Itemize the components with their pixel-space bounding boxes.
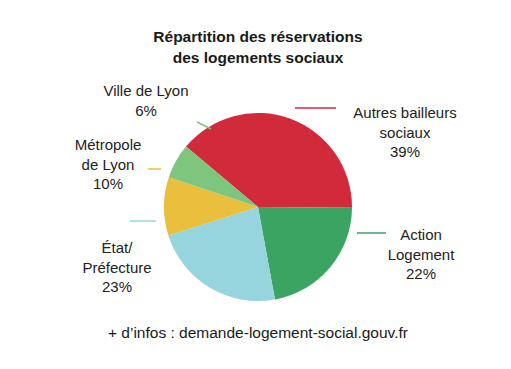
category-label: État/Préfecture — [82, 239, 151, 276]
category-label: ActionLogement — [388, 226, 456, 263]
pie — [164, 113, 352, 301]
title: des logements sociaux — [173, 49, 344, 66]
labels: Autres bailleurssociaux 39% ActionLogement… — [75, 82, 457, 295]
data-label: 39% — [390, 143, 420, 160]
note: + d’infos : demande-logement-social.gouv… — [108, 324, 408, 341]
data-label: 10% — [93, 175, 123, 192]
data-label: 6% — [135, 102, 157, 119]
category-label: Autres bailleurssociaux — [353, 104, 456, 141]
leader-line — [130, 220, 156, 222]
leader-line — [148, 168, 161, 170]
leader-line — [295, 107, 336, 109]
title: Répartition des réservations — [153, 28, 362, 45]
data-label: 23% — [102, 278, 132, 295]
slice — [169, 147, 258, 207]
chart: Répartition des réservations des logement… — [0, 0, 511, 369]
leader-line — [357, 232, 386, 234]
data-label: 22% — [406, 265, 436, 282]
category-label: Ville de Lyon — [103, 82, 188, 99]
leader-line — [197, 122, 211, 129]
category-label: Métropolede Lyon — [75, 136, 142, 173]
